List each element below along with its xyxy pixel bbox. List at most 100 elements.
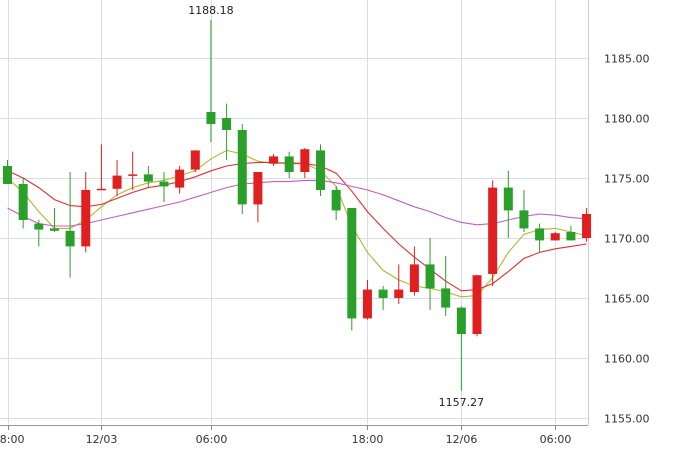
- candle: [488, 180, 498, 286]
- candle-body: [550, 233, 560, 241]
- candle: [96, 144, 106, 191]
- candle: [456, 306, 466, 391]
- candle: [190, 150, 200, 172]
- x-axis-labels: 8:00 12/03 06:00 18:00 12/06 06:00: [0, 433, 571, 446]
- candle-body: [65, 230, 75, 247]
- candle: [112, 160, 122, 196]
- candle-body: [300, 149, 310, 172]
- y-tick-label: 1155.00: [604, 413, 650, 426]
- candle: [253, 172, 263, 223]
- y-tick-label: 1170.00: [604, 233, 650, 246]
- x-tick-label: 12/06: [446, 433, 478, 446]
- candle: [284, 151, 294, 178]
- candle-body: [269, 156, 279, 164]
- candle-body: [18, 184, 28, 220]
- ma-line-1: [7, 149, 587, 298]
- candle: [34, 220, 44, 247]
- candle-body: [222, 118, 232, 130]
- x-tick-label: 18:00: [352, 433, 384, 446]
- candle-body: [535, 228, 545, 241]
- y-tick-label: 1160.00: [604, 353, 650, 366]
- candle-body: [425, 264, 435, 289]
- candle-body: [49, 228, 59, 231]
- candle-body: [206, 112, 216, 124]
- candle-body: [143, 174, 153, 182]
- candle-body: [34, 223, 44, 230]
- candle: [331, 186, 341, 220]
- candles: [3, 19, 592, 391]
- ma-line-2: [7, 161, 587, 292]
- candle-body: [472, 275, 482, 334]
- candle: [378, 286, 388, 310]
- x-tick-label: 06:00: [540, 433, 572, 446]
- plot-frame: [0, 0, 589, 426]
- candle-body: [566, 232, 576, 241]
- candle: [503, 170, 513, 238]
- candle-body: [582, 214, 592, 238]
- extreme-price-label: 1157.27: [439, 396, 485, 409]
- candle-body: [237, 130, 247, 205]
- candle: [222, 103, 232, 160]
- candle: [65, 172, 75, 278]
- candle-body: [159, 181, 169, 187]
- candle: [566, 226, 576, 241]
- candle: [519, 190, 529, 232]
- candle: [81, 172, 91, 253]
- candle: [206, 19, 216, 142]
- candle-body: [284, 156, 294, 172]
- candle: [18, 178, 28, 229]
- candle: [550, 232, 560, 241]
- candle: [316, 144, 325, 196]
- candle: [49, 208, 59, 232]
- y-tick-label: 1165.00: [604, 293, 650, 306]
- candle-body: [3, 166, 12, 184]
- candle: [347, 208, 357, 331]
- candle: [237, 124, 247, 214]
- candle-body: [316, 150, 325, 190]
- y-tick-label: 1180.00: [604, 113, 650, 126]
- candle: [175, 166, 185, 194]
- candle: [409, 246, 419, 296]
- candle-body: [409, 264, 419, 292]
- y-tick-label: 1185.00: [604, 53, 650, 66]
- candle: [441, 256, 451, 316]
- candle-body: [441, 288, 451, 308]
- candle-body: [331, 190, 341, 211]
- candle-body: [519, 210, 529, 229]
- candle: [362, 280, 372, 320]
- candle-body: [175, 169, 185, 188]
- x-tick-label: 12/03: [86, 433, 118, 446]
- candle: [535, 223, 545, 253]
- price-annotations: 1188.18 1157.27: [188, 4, 484, 409]
- candle-body: [456, 307, 466, 334]
- candle-body: [347, 208, 357, 319]
- candle-body: [128, 174, 138, 176]
- y-tick-label: 1175.00: [604, 173, 650, 186]
- x-tick-label: 8:00: [0, 433, 25, 446]
- candle-body: [96, 188, 106, 191]
- candle: [3, 160, 12, 184]
- candle-body: [394, 289, 404, 298]
- candle-body: [503, 187, 513, 211]
- candle-body: [378, 289, 388, 298]
- candle-body: [81, 190, 91, 247]
- candle: [269, 154, 279, 166]
- candle: [582, 208, 592, 242]
- candle: [143, 166, 153, 188]
- candle-body: [253, 172, 263, 205]
- candle: [394, 264, 404, 304]
- candle: [472, 275, 482, 337]
- candle: [128, 151, 138, 190]
- candle: [425, 238, 435, 310]
- candle: [159, 172, 169, 202]
- candle-body: [112, 175, 122, 189]
- candle-body: [190, 150, 200, 170]
- candle-body: [362, 289, 372, 319]
- candle: [300, 148, 310, 178]
- extreme-price-label: 1188.18: [188, 4, 234, 17]
- y-axis-labels: 1155.00 1160.00 1165.00 1170.00 1175.00 1180.…: [604, 53, 650, 426]
- x-tick-label: 06:00: [196, 433, 228, 446]
- candle-body: [488, 187, 498, 274]
